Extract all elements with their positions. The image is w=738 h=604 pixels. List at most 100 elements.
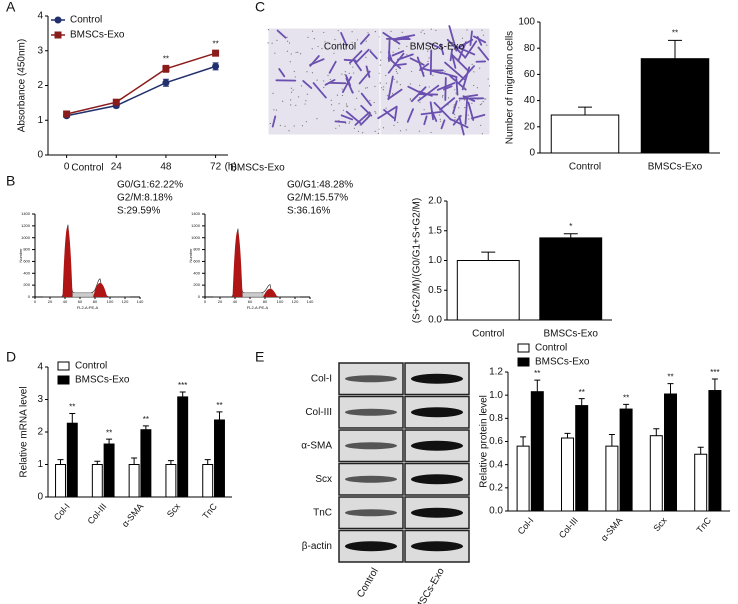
pore xyxy=(477,47,479,49)
cell xyxy=(454,45,476,56)
pore xyxy=(480,124,482,126)
pore xyxy=(418,130,421,132)
y-tick-label: 0 xyxy=(198,294,201,299)
legend-swatch xyxy=(517,357,530,367)
x-tick-label: 20 xyxy=(48,299,53,304)
bar xyxy=(619,408,633,512)
pore xyxy=(462,87,465,89)
bar xyxy=(456,260,520,321)
cell xyxy=(334,120,347,124)
band xyxy=(411,507,463,518)
y-tick-label: 800 xyxy=(23,247,30,252)
y-tick-label: 40 xyxy=(524,95,536,106)
significance: ** xyxy=(667,373,673,382)
y-tick-label: 600 xyxy=(23,258,30,263)
significance: *** xyxy=(710,368,719,377)
histogram-outline xyxy=(43,224,130,298)
pore xyxy=(481,133,483,135)
cell xyxy=(392,37,410,42)
pore xyxy=(323,31,325,34)
pore xyxy=(345,103,348,105)
y-tick-label: 0 xyxy=(37,492,43,503)
pore xyxy=(423,72,425,74)
pore xyxy=(436,94,438,96)
y-tick-label: 60 xyxy=(524,69,536,80)
x-tick-label: 40 xyxy=(63,299,68,304)
x-tick-label: 60 xyxy=(78,299,83,304)
pore xyxy=(373,101,375,104)
cell-cycle-stat: G2/M:15.57% xyxy=(287,193,348,204)
bar xyxy=(177,396,189,498)
pore xyxy=(300,85,303,87)
pore xyxy=(394,40,396,42)
pore xyxy=(380,59,382,61)
pore xyxy=(352,66,354,68)
cell xyxy=(359,33,370,45)
pore xyxy=(393,124,395,126)
pore xyxy=(282,100,284,102)
error-bar xyxy=(563,233,578,238)
pore xyxy=(461,37,464,39)
pore xyxy=(455,92,457,94)
g2-peak xyxy=(93,282,108,297)
error-bar xyxy=(481,251,496,261)
pore xyxy=(433,69,435,71)
pore xyxy=(406,54,408,56)
pore xyxy=(369,112,372,114)
pore xyxy=(311,72,314,74)
significance: ** xyxy=(216,401,222,410)
pore xyxy=(279,124,281,127)
band-label: β-actin xyxy=(302,541,332,552)
pore xyxy=(401,31,403,34)
y-tick-label: 4 xyxy=(37,362,43,373)
cell xyxy=(455,76,459,96)
cell xyxy=(457,41,467,62)
pore xyxy=(396,80,398,82)
pore xyxy=(395,68,397,71)
y-tick-label: 0 xyxy=(28,294,31,299)
y-tick-label: 80 xyxy=(524,43,536,54)
y-tick-label: 1000 xyxy=(191,235,201,240)
pore xyxy=(368,114,370,116)
pore xyxy=(362,132,364,134)
pore xyxy=(482,34,485,36)
cell xyxy=(423,115,428,126)
x-tick-label: 120 xyxy=(292,299,299,304)
pore xyxy=(341,73,343,75)
cell-cycle-stat: G2/M:8.18% xyxy=(117,193,173,204)
bar xyxy=(575,405,589,512)
y-tick-label: 0.0 xyxy=(489,506,503,517)
series-line xyxy=(66,52,216,115)
legend-label: BMSCs-Exo xyxy=(535,357,590,368)
cell xyxy=(444,61,466,81)
cell xyxy=(420,110,442,116)
pore xyxy=(435,29,437,31)
y-tick-label: 1.0 xyxy=(428,255,442,266)
pore xyxy=(284,125,286,127)
error-bar xyxy=(94,460,101,465)
pore xyxy=(460,115,462,117)
x-tick-label: 24 xyxy=(111,162,123,173)
pore xyxy=(453,104,455,106)
x-tick-label: BMSCs-Exo xyxy=(648,162,703,173)
panel-label: C xyxy=(255,0,265,15)
pore xyxy=(378,128,380,130)
g1-peak xyxy=(232,230,243,297)
cell xyxy=(354,111,371,126)
pore xyxy=(454,113,456,115)
pore xyxy=(333,110,335,112)
g1-peak xyxy=(62,226,73,297)
pore xyxy=(399,84,401,86)
pore xyxy=(337,30,339,32)
y-tick-label: 400 xyxy=(23,270,30,275)
cell xyxy=(440,119,446,130)
pore xyxy=(441,96,444,98)
pore xyxy=(287,40,289,42)
pore xyxy=(305,121,307,123)
x-tick-label: 60 xyxy=(248,299,253,304)
histogram-title: Control xyxy=(71,163,103,174)
significance: ** xyxy=(623,394,629,403)
error-bar xyxy=(711,378,718,391)
x-tick-label: 48 xyxy=(160,162,172,173)
pore xyxy=(485,98,487,100)
